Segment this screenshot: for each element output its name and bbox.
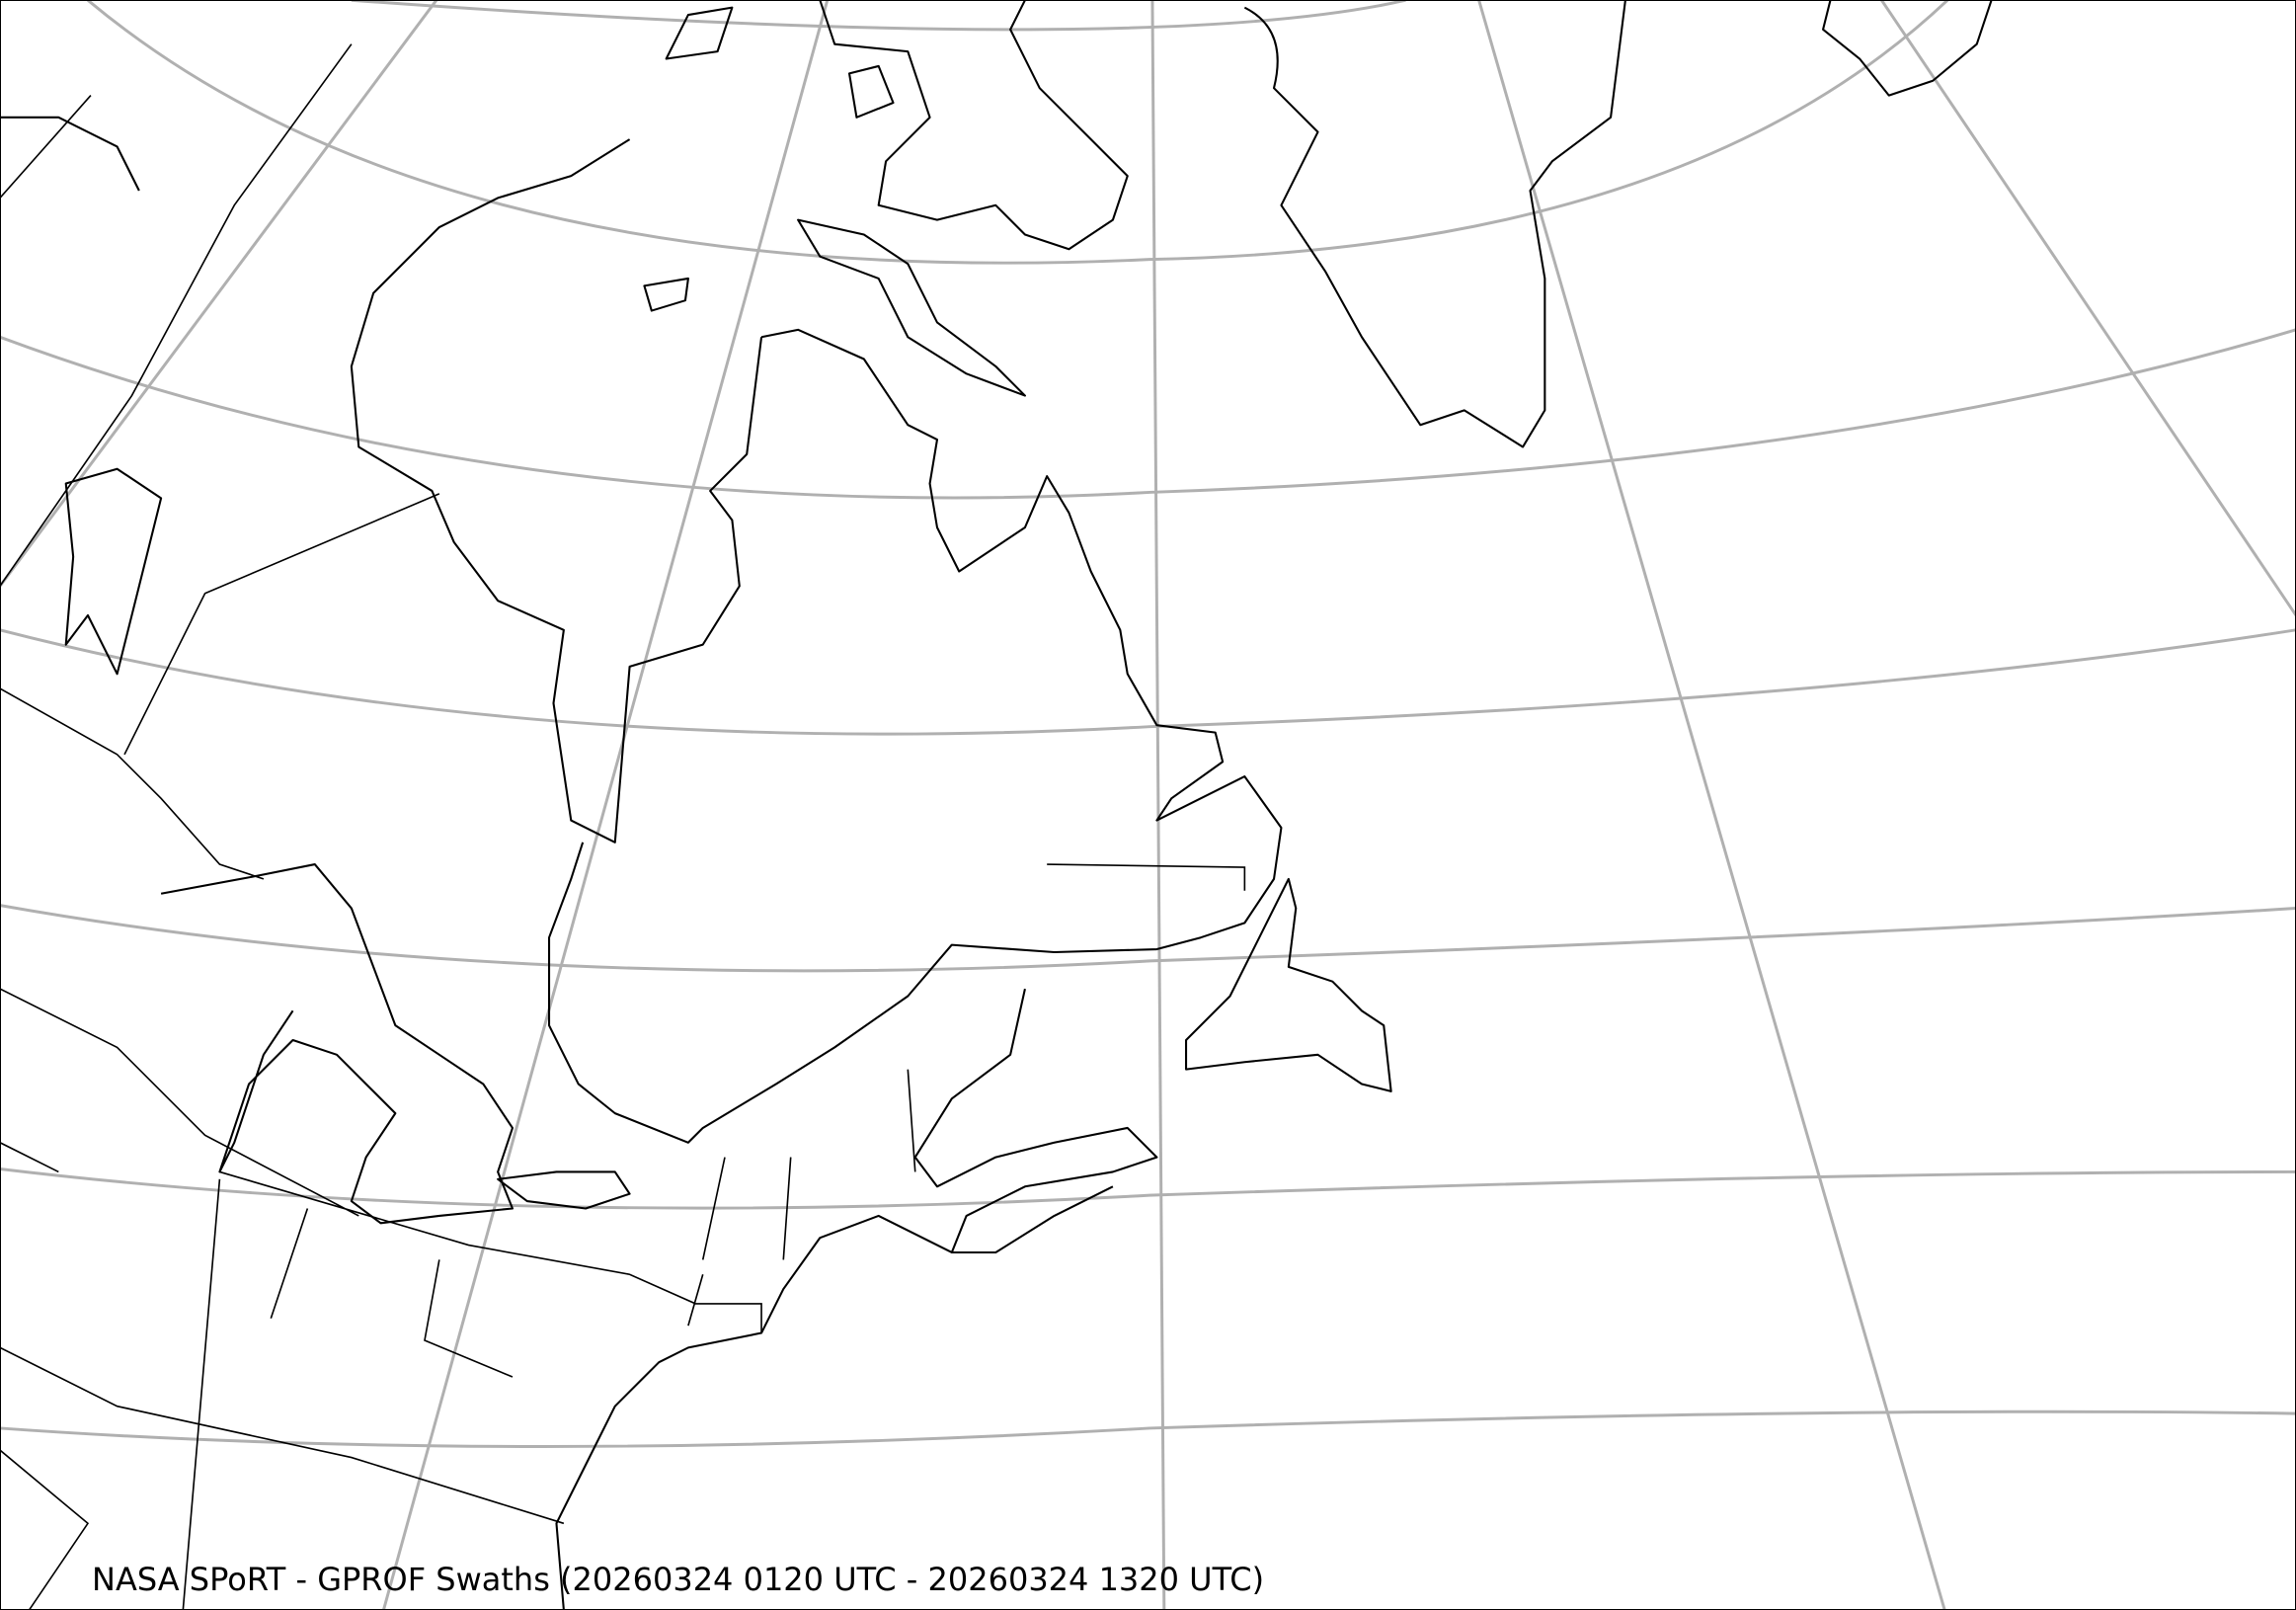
map-title: NASA SPoRT - GPROF Swaths (20260324 0120…: [92, 1561, 1265, 1598]
province-border: [0, 95, 92, 199]
meridian-line: [1880, 0, 2296, 616]
meridian-line: [1150, 0, 1166, 1610]
newfoundland-coast: [1185, 877, 1392, 1092]
meridian-line: [0, 0, 438, 588]
borders: [0, 43, 1246, 1610]
parallel-line: [0, 1409, 2296, 1448]
us-canada-border: [0, 687, 265, 880]
coastlines: [0, 0, 1993, 1610]
maritimes-coast: [913, 988, 1158, 1254]
parallel-line: [87, 0, 1949, 265]
great-lakes: [160, 863, 515, 1225]
arctic-islands: [643, 6, 1026, 397]
parallel-line: [0, 1167, 2296, 1210]
baffin-island: [819, 0, 1129, 251]
meridian-line: [382, 0, 830, 1610]
province-border: [123, 493, 440, 756]
meridian-line: [1477, 0, 1946, 1610]
state-border: [701, 1069, 916, 1260]
parallel-line: [351, 0, 1406, 32]
greenland-east-coast: [1822, 0, 1993, 97]
greenland-coast: [1243, 0, 1626, 448]
labrador-quebec-coast: [548, 328, 1283, 1144]
province-border: [0, 43, 353, 587]
parallel-line: [0, 328, 2296, 500]
quebec-labrador-border: [1047, 863, 1246, 891]
state-border: [0, 988, 762, 1610]
lake-ontario: [497, 1170, 631, 1210]
hudson-bay-coast: [350, 138, 763, 844]
parallel-line: [0, 628, 2296, 736]
west-islands: [0, 116, 163, 676]
new-england-coast: [555, 1214, 953, 1610]
parallel-line: [0, 904, 2296, 973]
